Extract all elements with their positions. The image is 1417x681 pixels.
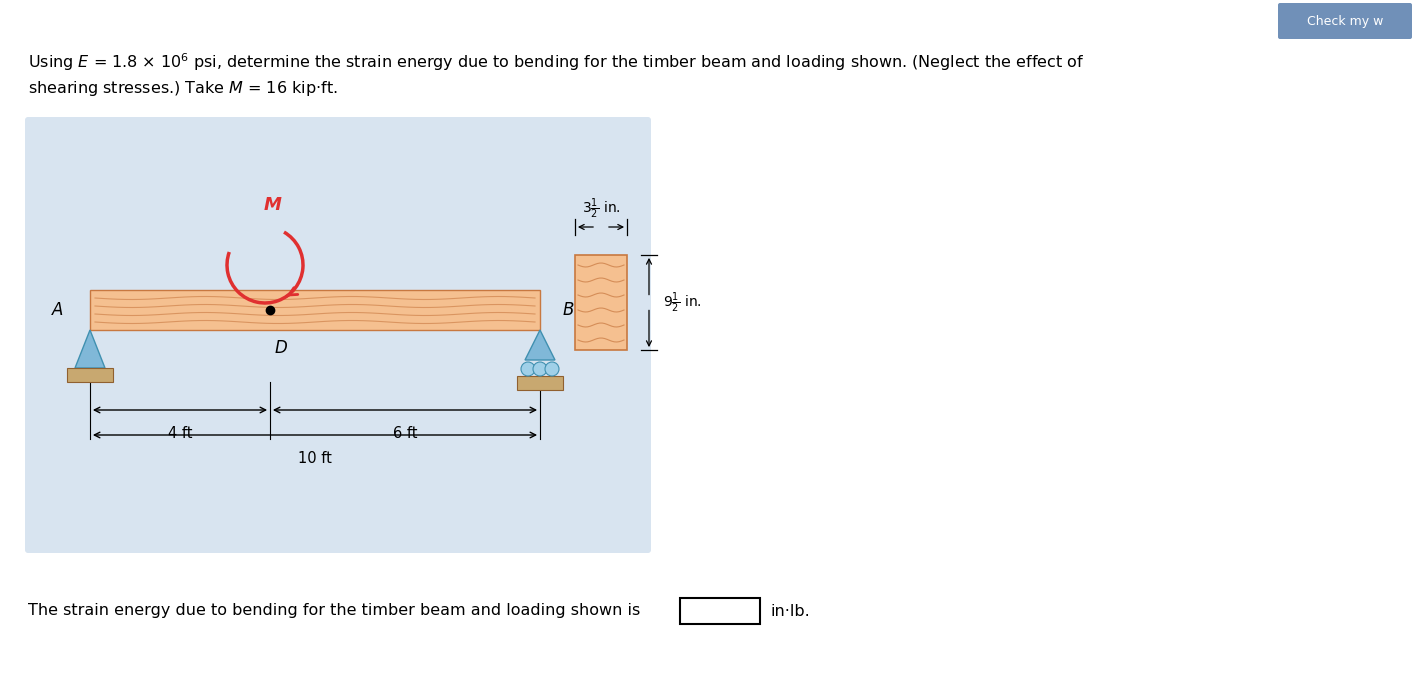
Text: A: A — [52, 301, 64, 319]
Bar — [67, 368, 113, 382]
Circle shape — [533, 362, 547, 376]
Text: M: M — [264, 196, 282, 214]
Polygon shape — [75, 330, 105, 368]
FancyBboxPatch shape — [1278, 3, 1411, 39]
Text: Check my w: Check my w — [1306, 16, 1383, 29]
Text: in·lb.: in·lb. — [769, 603, 809, 618]
Text: D: D — [275, 339, 288, 357]
Text: shearing stresses.) Take $M$ = 16 kip·ft.: shearing stresses.) Take $M$ = 16 kip·ft… — [28, 78, 337, 97]
Polygon shape — [526, 330, 555, 360]
Text: 4 ft: 4 ft — [167, 426, 193, 441]
Bar — [680, 598, 760, 624]
Text: B: B — [563, 301, 574, 319]
Bar — [517, 376, 563, 390]
Bar — [575, 255, 626, 350]
Text: 6 ft: 6 ft — [393, 426, 417, 441]
Text: The strain energy due to bending for the timber beam and loading shown is: The strain energy due to bending for the… — [28, 603, 640, 618]
Text: Using $E$ = 1.8 × 10$^6$ psi, determine the strain energy due to bending for the: Using $E$ = 1.8 × 10$^6$ psi, determine … — [28, 51, 1084, 73]
Circle shape — [521, 362, 536, 376]
FancyBboxPatch shape — [26, 117, 650, 553]
Text: 10 ft: 10 ft — [298, 451, 332, 466]
Bar — [91, 290, 540, 330]
Text: $9\frac{1}{2}$ in.: $9\frac{1}{2}$ in. — [663, 290, 701, 315]
Text: $3\frac{1}{2}$ in.: $3\frac{1}{2}$ in. — [581, 197, 621, 221]
Circle shape — [546, 362, 558, 376]
